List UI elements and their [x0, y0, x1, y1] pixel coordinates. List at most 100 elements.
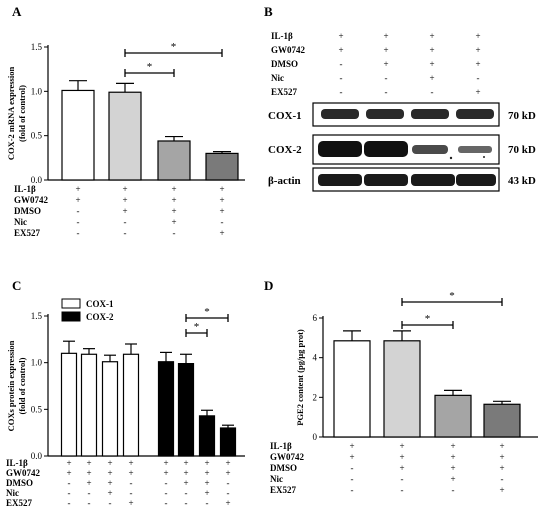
treatment-sign: +: [225, 468, 230, 478]
legend-swatch: [61, 311, 81, 322]
treatment-sign: +: [171, 206, 176, 216]
treatment-sign: +: [225, 458, 230, 468]
y-tick-label: 4: [313, 353, 318, 363]
bar: [205, 152, 239, 181]
treatment-sign: +: [499, 463, 504, 473]
treatment-sign: +: [107, 458, 112, 468]
blot-treatment-sign: -: [477, 73, 480, 83]
blot-row-dmso: DMSO: [271, 59, 298, 69]
treatment-sign: -: [351, 463, 354, 473]
treatment-sign: +: [128, 468, 133, 478]
treatment-sign: +: [75, 184, 80, 194]
treatment-sign: +: [128, 458, 133, 468]
cox2-band: [364, 141, 408, 157]
cox1-band: [456, 109, 494, 119]
treatment-sign: +: [122, 206, 127, 216]
cox1-band: [411, 109, 449, 119]
treatment-label: Nic: [270, 474, 283, 484]
treatment-sign: +: [66, 468, 71, 478]
blot-treatment-sign: -: [340, 73, 343, 83]
actin-band: [411, 174, 455, 186]
treatment-sign: -: [77, 228, 80, 238]
blot-treatment-sign: +: [429, 59, 434, 69]
treatment-sign: +: [171, 184, 176, 194]
blot-label-actin: β-actin: [268, 175, 301, 187]
blot-size-actin: 43 kD: [508, 175, 536, 187]
treatment-sign: -: [227, 478, 230, 488]
bar: [101, 361, 119, 457]
blot-treatment-sign: +: [475, 87, 480, 97]
treatment-label: IL-1β: [270, 441, 292, 451]
treatment-label: EX527: [14, 228, 41, 238]
blot-row-ex527: EX527: [271, 87, 298, 97]
bar: [383, 340, 421, 438]
treatment-sign: -: [130, 478, 133, 488]
treatment-sign: -: [221, 217, 224, 227]
treatment-sign: +: [499, 485, 504, 495]
bar: [157, 361, 175, 457]
cox1-band: [366, 109, 404, 119]
blot-sign-grid: + + + + + + + + - + + + - - + - - - - +: [338, 31, 480, 97]
actin-band: [456, 174, 496, 186]
treatment-sign: +: [450, 474, 455, 484]
y-axis-label: PGE2 content (pg/μg prot): [295, 329, 305, 426]
treatment-label: DMSO: [6, 478, 33, 488]
treatment-sign: -: [165, 498, 168, 508]
blot-speck: [483, 156, 485, 158]
legend-swatch: [61, 298, 81, 309]
blot-treatment-sign: +: [338, 31, 343, 41]
treatment-sign: +: [107, 488, 112, 498]
significance-star: *: [147, 61, 153, 73]
bar: [122, 353, 140, 457]
legend-label: COX-2: [86, 312, 114, 322]
blot-size-cox1: 70 kD: [508, 110, 536, 122]
treatment-sign: +: [66, 458, 71, 468]
blot-label-cox1: COX-1: [268, 110, 302, 122]
treatment-label: GW0742: [6, 468, 41, 478]
treatment-sign: +: [183, 468, 188, 478]
treatment-sign: -: [88, 488, 91, 498]
y-tick-label: 0.0: [31, 451, 43, 461]
treatment-sign: -: [452, 485, 455, 495]
panel-d-label: D: [264, 278, 273, 293]
treatment-sign: -: [109, 498, 112, 508]
treatment-sign: -: [401, 485, 404, 495]
treatment-sign: -: [77, 206, 80, 216]
treatment-sign: +: [204, 478, 209, 488]
y-tick-label: 1.5: [31, 42, 43, 52]
treatment-sign: -: [227, 488, 230, 498]
treatment-sign: +: [128, 498, 133, 508]
blot-treatment-sign: +: [429, 31, 434, 41]
bar: [219, 427, 237, 457]
treatment-sign: +: [349, 452, 354, 462]
significance-star: *: [204, 306, 210, 318]
bar: [198, 415, 216, 457]
panel-b-label: B: [264, 4, 273, 19]
treatment-sign: +: [107, 478, 112, 488]
panel-a-label: A: [12, 4, 22, 19]
y-tick-label: 0.5: [31, 131, 43, 141]
treatment-sign: -: [165, 478, 168, 488]
western-blot-panel: IL-1β GW0742 DMSO Nic EX527 + + + ++ + + +- + + +…: [268, 31, 536, 192]
treatment-sign: +: [86, 468, 91, 478]
treatment-sign: -: [68, 488, 71, 498]
bar: [60, 352, 78, 457]
bar: [483, 403, 521, 438]
blot-size-cox2: 70 kD: [508, 144, 536, 156]
treatment-sign: +: [204, 468, 209, 478]
actin-band: [364, 174, 408, 186]
treatment-sign: +: [171, 217, 176, 227]
treatment-sign: -: [165, 488, 168, 498]
significance-star: *: [449, 290, 455, 302]
treatment-sign: +: [122, 184, 127, 194]
bar: [157, 140, 191, 181]
treatment-label: EX527: [270, 485, 297, 495]
y-tick-label: 2: [313, 392, 318, 402]
y-tick-label: 0.5: [31, 404, 43, 414]
treatment-label: Nic: [6, 488, 19, 498]
blot-row-il1b: IL-1β: [271, 31, 293, 41]
significance-star: *: [171, 41, 177, 53]
bar: [434, 394, 472, 438]
treatment-sign: -: [501, 474, 504, 484]
y-axis-label: COXs protein expression(fold of control): [6, 340, 27, 431]
